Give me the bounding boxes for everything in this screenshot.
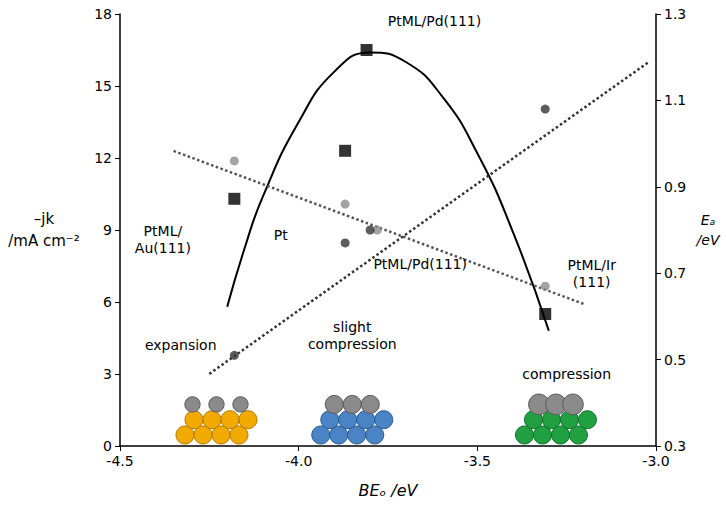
svg-text:12: 12 — [94, 150, 112, 166]
svg-text:PtML/: PtML/ — [144, 223, 183, 239]
svg-text:slight: slight — [333, 319, 372, 335]
svg-text:-3.5: -3.5 — [464, 453, 491, 469]
svg-text:Au(111): Au(111) — [135, 240, 191, 256]
svg-text:compression: compression — [522, 366, 611, 382]
svg-text:-4.5: -4.5 — [106, 453, 133, 469]
svg-text:0: 0 — [103, 438, 112, 454]
svg-text:BEₒ /eV: BEₒ /eV — [359, 481, 419, 500]
svg-text:(111): (111) — [573, 274, 611, 290]
svg-text:0.5: 0.5 — [664, 352, 686, 368]
svg-text:compression: compression — [308, 336, 397, 352]
svg-text:-4.0: -4.0 — [285, 453, 312, 469]
svg-text:PtML/Pd(111): PtML/Pd(111) — [373, 256, 467, 272]
svg-text:15: 15 — [94, 78, 112, 94]
svg-text:expansion: expansion — [145, 337, 217, 353]
svg-text:0.7: 0.7 — [664, 265, 686, 281]
svg-text:Pt: Pt — [274, 227, 288, 243]
svg-text:–jk: –jk — [34, 210, 55, 228]
svg-text:/mA cm⁻²: /mA cm⁻² — [8, 232, 79, 250]
svg-text:6: 6 — [103, 294, 112, 310]
svg-text:0.3: 0.3 — [664, 438, 686, 454]
svg-text:0.9: 0.9 — [664, 179, 686, 195]
svg-text:18: 18 — [94, 6, 112, 22]
svg-text:1.3: 1.3 — [664, 6, 686, 22]
svg-text:1.1: 1.1 — [664, 92, 686, 108]
svg-text:PtML/Pd(111): PtML/Pd(111) — [388, 13, 482, 29]
svg-text:-3.0: -3.0 — [642, 453, 669, 469]
svg-text:PtML/Ir: PtML/Ir — [567, 257, 616, 273]
svg-text:9: 9 — [103, 222, 112, 238]
svg-text:Eₐ: Eₐ — [701, 212, 715, 228]
svg-text:3: 3 — [103, 366, 112, 382]
svg-text:/eV: /eV — [695, 232, 721, 248]
